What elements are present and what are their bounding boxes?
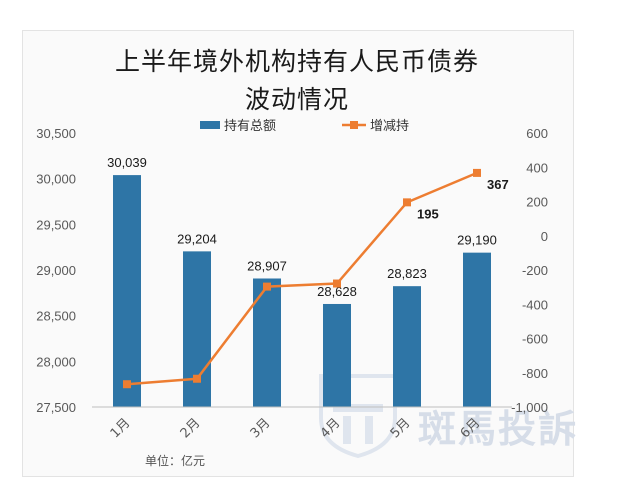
bar-value-label: 29,204 [177,231,217,246]
line-marker [123,380,131,389]
y-right-tick-label: -400 [522,297,548,312]
chart-title-line2: 波动情况 [244,85,349,114]
bar [463,252,491,407]
bar-value-label: 28,628 [317,284,357,299]
legend: 持有总额 增减持 [200,119,409,134]
line-marker [403,198,411,207]
y-left-tick-label: 27,500 [36,400,76,415]
y-left-tick-label: 29,000 [36,263,76,278]
y-right-tick-label: -1,000 [511,400,548,415]
line-marker [193,374,201,383]
line-value-label: 195 [417,206,439,221]
x-tick-label: 6月 [458,416,484,442]
y-right-tick-label: -200 [522,263,548,278]
line-marker [263,282,271,291]
bar-value-label: 28,823 [387,266,427,281]
bar-value-label: 29,190 [457,233,497,248]
bar-value-label: 30,039 [107,155,147,170]
bar [113,175,141,407]
x-tick-label: 5月 [388,416,414,442]
x-tick-label: 2月 [178,416,204,442]
legend-swatch-marker [350,121,358,129]
y-right-tick-label: -600 [522,332,548,347]
line-marker [473,168,481,177]
shield-watermark-icon [319,374,397,458]
bar [183,251,211,407]
line-series [126,171,478,386]
y-left-tick-label: 28,000 [36,354,76,369]
y-right-tick-label: 600 [526,126,548,141]
legend-label-line: 增减持 [370,119,409,134]
y-left-tick-label: 29,500 [36,217,76,232]
bar [393,286,421,407]
y-right-tick-label: -800 [522,366,548,381]
bar-value-label: 28,907 [247,258,287,273]
y-right-tick-label: 200 [526,195,548,210]
watermark-text: 斑馬投訴 [418,407,579,451]
bar [323,303,351,407]
unit-label: 单位：亿元 [145,454,206,468]
line-value-label: 367 [487,177,509,192]
legend-swatch-bar [200,121,220,129]
x-tick-label: 4月 [318,416,344,442]
line-marker [333,279,341,288]
x-tick-label: 1月 [108,416,134,442]
y-right-tick-label: 0 [541,229,548,244]
y-left-tick-label: 28,500 [36,309,76,324]
chart-title: 上半年境外机构持有人民币债券 [114,47,479,76]
y-left-tick-label: 30,500 [36,126,76,141]
legend-label-bar: 持有总额 [224,119,276,134]
y-right-tick-label: 400 [526,160,548,175]
y-left-tick-label: 30,000 [36,172,76,187]
x-tick-label: 3月 [248,416,274,442]
